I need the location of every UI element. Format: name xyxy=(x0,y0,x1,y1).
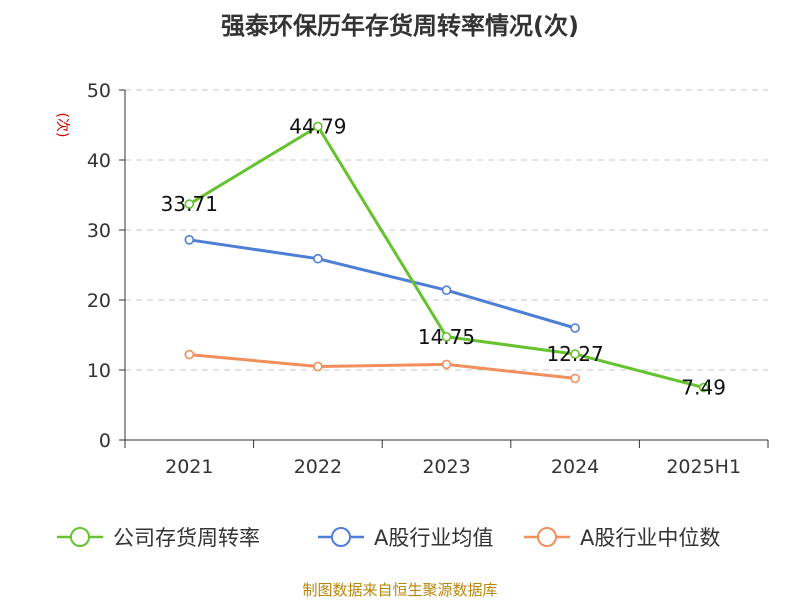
legend-swatch-marker xyxy=(537,527,557,547)
data-point[interactable] xyxy=(441,331,452,342)
x-tick-label: 2024 xyxy=(551,456,599,478)
y-tick-label: 30 xyxy=(87,220,111,242)
chart-title: 强泰环保历年存货周转率情况(次) xyxy=(221,12,579,40)
data-point[interactable] xyxy=(570,349,580,359)
axes: 0 10 20 30 40 50 2021 2022 2023 2024 2025H1 xyxy=(87,80,769,478)
legend-swatch-marker xyxy=(331,527,351,547)
data-point[interactable] xyxy=(313,121,323,132)
legend-label: A股行业中位数 xyxy=(580,526,720,550)
data-point[interactable] xyxy=(184,349,195,360)
grid xyxy=(125,89,768,371)
data-point[interactable] xyxy=(184,235,195,245)
x-tick-label: 2022 xyxy=(294,456,342,478)
y-tick-label: 50 xyxy=(87,80,111,102)
data-point[interactable] xyxy=(570,373,580,384)
series-2 xyxy=(184,349,580,384)
series-1 xyxy=(184,235,580,333)
data-label: 7.49 xyxy=(681,376,726,400)
x-tick-label: 2023 xyxy=(422,456,470,478)
series-0: 33.71 44.79 14.75 12.27 7.49 xyxy=(161,114,726,399)
source-note: 制图数据来自恒生聚源数据库 xyxy=(302,581,497,599)
series-layer: 33.71 44.79 14.75 12.27 7.49 xyxy=(161,114,726,399)
data-point[interactable] xyxy=(441,285,452,296)
data-point[interactable] xyxy=(313,253,323,264)
data-label: 12.27 xyxy=(546,342,603,366)
legend-label: 公司存货周转率 xyxy=(113,526,260,550)
y-tick-label: 40 xyxy=(87,150,111,172)
data-label: 44.79 xyxy=(289,114,346,138)
y-axis-label: (次) xyxy=(54,113,70,138)
y-tick-label: 0 xyxy=(99,430,111,452)
x-tick-label: 2021 xyxy=(165,456,213,478)
legend-item-0[interactable]: 公司存货周转率 xyxy=(57,526,260,550)
series-line xyxy=(189,238,576,330)
data-label: 14.75 xyxy=(418,325,475,349)
data-point[interactable] xyxy=(313,361,323,372)
data-point[interactable] xyxy=(441,359,452,370)
legend-item-1[interactable]: A股行业均值 xyxy=(318,526,493,550)
legend-swatch-marker xyxy=(70,527,90,547)
legend[interactable]: 公司存货周转率 A股行业均值 A股行业中位数 xyxy=(57,526,720,550)
legend-item-2[interactable]: A股行业中位数 xyxy=(524,526,720,550)
data-point[interactable] xyxy=(184,199,195,209)
y-tick-label: 20 xyxy=(87,290,111,312)
data-point[interactable] xyxy=(570,323,580,333)
y-tick-label: 10 xyxy=(87,360,111,382)
series-line xyxy=(189,353,576,380)
data-point[interactable] xyxy=(698,382,709,393)
x-tick-label: 2025H1 xyxy=(666,456,741,478)
legend-label: A股行业均值 xyxy=(374,526,493,550)
data-label: 33.71 xyxy=(161,192,218,216)
